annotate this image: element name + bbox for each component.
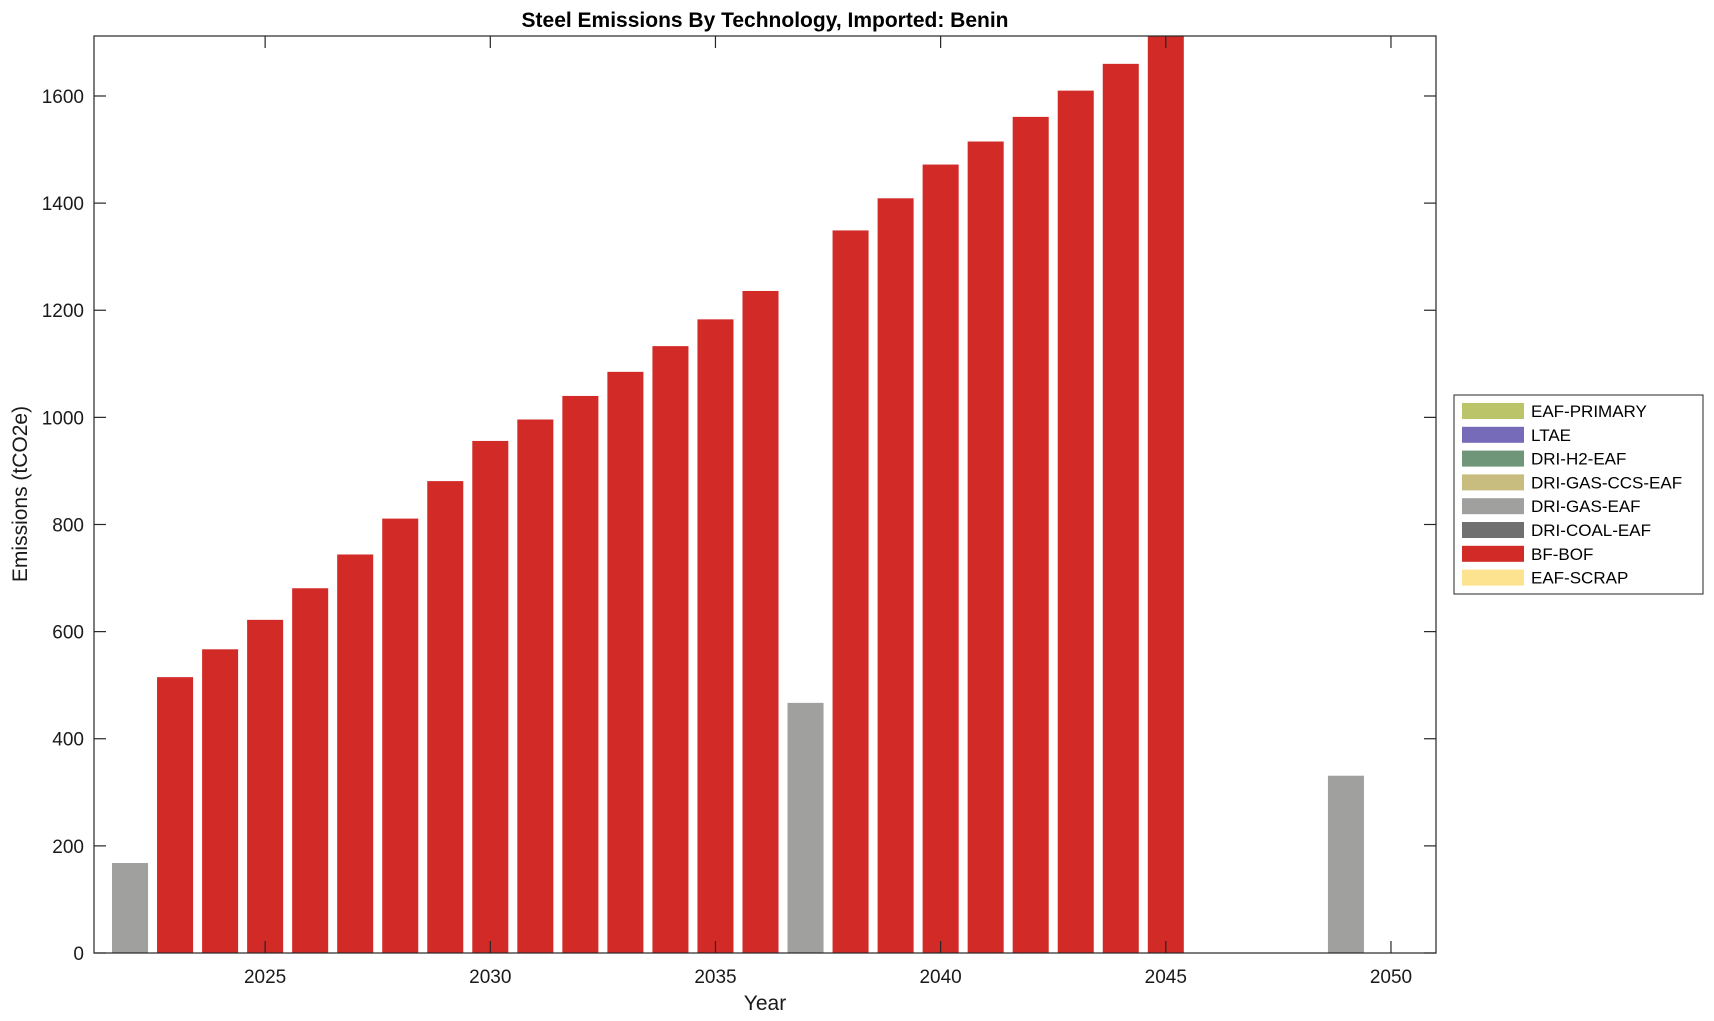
y-tick-label: 0	[73, 944, 84, 965]
bar-bf-bof-2036	[742, 290, 779, 954]
y-tick-label: 1600	[42, 87, 84, 108]
y-tick-label: 600	[52, 623, 84, 644]
y-axis: 0 200 400 600 800 1000 1200 1400 1600	[42, 87, 1436, 965]
legend-swatch-dri-h2-eaf	[1462, 450, 1524, 467]
legend-swatch-dri-coal-eaf	[1462, 522, 1524, 538]
bar-bf-bof-2025	[247, 619, 284, 953]
bar-dri-gas-eaf-2022	[112, 863, 149, 953]
bar-bf-bof-2038	[832, 230, 869, 953]
bar-bf-bof-2039	[877, 198, 914, 954]
bar-bf-bof-2034	[652, 346, 689, 953]
bar-bf-bof-2040	[922, 164, 959, 954]
x-tick-label: 2035	[694, 967, 736, 988]
legend-swatch-eaf-scrap	[1462, 569, 1524, 586]
bar-bf-bof-2032	[562, 395, 599, 953]
legend-label-ltae: LTAE	[1531, 426, 1571, 445]
legend-label-eaf-primary: EAF-PRIMARY	[1531, 402, 1647, 421]
bar-bf-bof-2026	[292, 588, 329, 953]
legend-swatch-eaf-primary	[1462, 403, 1524, 419]
x-axis-label: Year	[744, 992, 786, 1015]
y-tick-label: 1000	[42, 408, 84, 429]
legend-swatch-dri-gas-eaf	[1462, 498, 1524, 515]
bar-dri-gas-eaf-2037	[787, 702, 824, 953]
x-tick-label: 2040	[919, 967, 961, 988]
x-tick-label: 2050	[1370, 967, 1412, 988]
x-tick-label: 2025	[244, 967, 286, 988]
bar-bf-bof-2028	[382, 518, 419, 953]
legend: EAF-PRIMARY LTAE DRI-H2-EAF DRI-GAS-CCS-EAF…	[1453, 394, 1704, 595]
bar-bf-bof-2030	[472, 440, 509, 953]
legend-box	[1453, 394, 1704, 595]
bar-bf-bof-2031	[517, 419, 554, 953]
legend-swatch-bf-bof	[1462, 545, 1524, 562]
bar-bf-bof-2042	[1012, 116, 1049, 953]
bar-bf-bof-2027	[337, 554, 374, 953]
bar-bf-bof-2029	[427, 481, 464, 953]
bar-bf-bof-2023	[157, 677, 194, 953]
bar-bf-bof-2045	[1147, 36, 1184, 953]
bar-dri-gas-eaf-2049	[1327, 775, 1364, 953]
legend-label-dri-coal-eaf: DRI-COAL-EAF	[1531, 521, 1651, 540]
bar-bf-bof-2035	[697, 319, 734, 954]
bar-bf-bof-2043	[1057, 90, 1094, 953]
legend-label-eaf-scrap: EAF-SCRAP	[1531, 569, 1628, 588]
bars-layer	[112, 36, 1364, 954]
y-tick-label: 400	[52, 730, 84, 751]
x-tick-label: 2045	[1145, 967, 1187, 988]
legend-swatch-ltae	[1462, 426, 1524, 443]
bar-bf-bof-2041	[967, 141, 1004, 953]
legend-label-dri-h2-eaf: DRI-H2-EAF	[1531, 450, 1626, 469]
y-axis-label: Emissions (tCO2e)	[9, 406, 32, 582]
legend-label-dri-gas-eaf: DRI-GAS-EAF	[1531, 497, 1641, 516]
chart-title: Steel Emissions By Technology, Imported:…	[522, 9, 1009, 32]
y-tick-label: 800	[52, 515, 84, 536]
legend-label-bf-bof: BF-BOF	[1531, 545, 1593, 564]
legend-swatch-dri-gas-ccs-eaf	[1462, 474, 1524, 491]
legend-label-dri-gas-ccs-eaf: DRI-GAS-CCS-EAF	[1531, 473, 1682, 492]
y-tick-label: 1200	[42, 301, 84, 322]
x-tick-label: 2030	[469, 967, 511, 988]
bar-bf-bof-2024	[202, 649, 239, 953]
y-tick-label: 1400	[42, 194, 84, 215]
x-axis: 2025 2030 2035 2040 2045 2050	[244, 36, 1412, 988]
plot-frame	[93, 35, 1437, 954]
y-tick-label: 200	[52, 837, 84, 858]
bar-bf-bof-2044	[1102, 63, 1139, 954]
bar-bf-bof-2033	[607, 371, 644, 954]
